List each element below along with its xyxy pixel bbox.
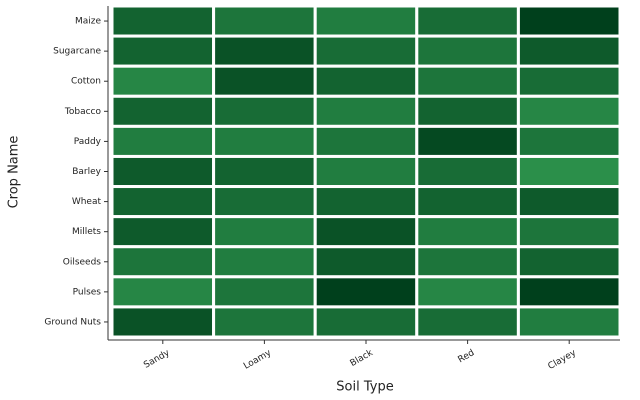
heatmap-cell bbox=[516, 185, 622, 219]
heatmap-cell bbox=[212, 215, 317, 249]
heatmap-cell bbox=[110, 4, 216, 38]
y-tick-label: Pulses bbox=[73, 287, 102, 297]
heatmap-cell bbox=[516, 245, 622, 279]
heatmap-cell bbox=[415, 275, 520, 309]
heatmap-cell bbox=[415, 245, 520, 279]
heatmap-cell bbox=[212, 34, 317, 68]
heatmap-cell bbox=[313, 34, 419, 68]
y-tick-label: Wheat bbox=[72, 197, 102, 207]
heatmap-cell bbox=[313, 4, 419, 38]
y-tick-label: Maize bbox=[75, 17, 102, 27]
heatmap-cell bbox=[516, 215, 622, 249]
heatmap-cell bbox=[313, 124, 419, 158]
heatmap-cell bbox=[110, 185, 216, 219]
heatmap-cell bbox=[313, 305, 419, 339]
heatmap-cell bbox=[516, 64, 622, 98]
heatmap-cell bbox=[212, 185, 317, 219]
heatmap-cell bbox=[313, 275, 419, 309]
heatmap-cell bbox=[415, 124, 520, 158]
heatmap-cell bbox=[110, 245, 216, 279]
heatmap-cell bbox=[516, 124, 622, 158]
heatmap-cell bbox=[212, 275, 317, 309]
heatmap-cell bbox=[110, 305, 216, 339]
heatmap-cell bbox=[212, 94, 317, 128]
heatmap-cell bbox=[212, 305, 317, 339]
heatmap-cell bbox=[110, 124, 216, 158]
heatmap-cell bbox=[313, 185, 419, 219]
heatmap-cell bbox=[415, 4, 520, 38]
heatmap-cell bbox=[415, 64, 520, 98]
heatmap-cell bbox=[212, 124, 317, 158]
y-tick-label: Cotton bbox=[71, 77, 101, 87]
heatmap-cell bbox=[110, 275, 216, 309]
heatmap-cell bbox=[212, 245, 317, 279]
heatmap-cell bbox=[516, 34, 622, 68]
y-tick-label: Barley bbox=[72, 167, 101, 177]
heatmap-cell bbox=[212, 4, 317, 38]
y-tick-label: Sugarcane bbox=[53, 47, 101, 57]
heatmap-cell bbox=[415, 185, 520, 219]
heatmap-cell bbox=[212, 64, 317, 98]
heatmap-cell bbox=[313, 245, 419, 279]
heatmap-cell bbox=[516, 275, 622, 309]
y-tick-label: Ground Nuts bbox=[44, 317, 101, 327]
heatmap-cell bbox=[313, 94, 419, 128]
y-tick-label: Tobacco bbox=[64, 107, 102, 117]
heatmap-cell bbox=[110, 154, 216, 189]
y-tick-label: Paddy bbox=[74, 137, 102, 147]
heatmap-cell bbox=[110, 64, 216, 98]
heatmap-cell bbox=[516, 305, 622, 339]
heatmap-cell bbox=[313, 215, 419, 249]
heatmap-cell bbox=[516, 94, 622, 128]
heatmap-cell bbox=[110, 34, 216, 68]
heatmap-cell bbox=[313, 154, 419, 189]
heatmap-cell bbox=[415, 154, 520, 189]
heatmap-cell bbox=[212, 154, 317, 189]
heatmap-cell bbox=[313, 64, 419, 98]
heatmap-cell bbox=[516, 154, 622, 189]
y-tick-label: Oilseeds bbox=[63, 257, 102, 267]
heatmap-cell bbox=[415, 215, 520, 249]
y-axis-title: Crop Name bbox=[7, 136, 22, 209]
x-axis-title: Soil Type bbox=[336, 380, 393, 395]
heatmap-cell bbox=[110, 215, 216, 249]
heatmap-cell bbox=[110, 94, 216, 128]
heatmap-cell bbox=[415, 94, 520, 128]
heatmap-cell bbox=[415, 305, 520, 339]
heatmap-cell bbox=[415, 34, 520, 68]
heatmap-cell bbox=[516, 4, 622, 38]
y-tick-label: Millets bbox=[72, 227, 101, 237]
